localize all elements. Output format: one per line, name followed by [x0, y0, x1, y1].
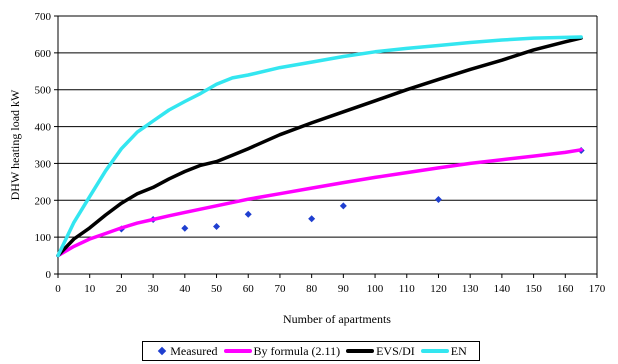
- legend-item-measured: Measured: [155, 343, 218, 359]
- legend-label-formula: By formula (2.11): [253, 343, 341, 358]
- x-tick-label-30: 30: [148, 283, 160, 295]
- legend: Measured By formula (2.11) EVS/DI EN: [142, 341, 480, 361]
- x-tick-label-50: 50: [211, 283, 223, 295]
- legend-marker-measured: [157, 346, 167, 356]
- x-tick-label-60: 60: [243, 283, 255, 295]
- x-tick-label-150: 150: [525, 283, 542, 295]
- data-point-measured-2: [181, 224, 189, 232]
- x-tick-label-40: 40: [179, 283, 191, 295]
- legend-line-evs: [346, 349, 375, 353]
- series-line-3: [56, 35, 583, 258]
- x-axis-title: Number of apartments: [283, 312, 391, 326]
- x-tick-label-0: 0: [55, 283, 61, 295]
- x-tick-label-140: 140: [494, 283, 511, 295]
- x-tick-label-160: 160: [557, 283, 574, 295]
- y-tick-label-500: 500: [35, 85, 52, 97]
- axes: [54, 15, 598, 278]
- x-tick-label-170: 170: [589, 283, 606, 295]
- x-tick-label-130: 130: [462, 283, 479, 295]
- grid-lines: [58, 15, 597, 238]
- legend-item-formula: By formula (2.11): [223, 343, 341, 359]
- x-tick-label-80: 80: [306, 283, 318, 295]
- x-tick-label-70: 70: [274, 283, 286, 295]
- x-tick-label-20: 20: [116, 283, 128, 295]
- x-tick-label-10: 10: [84, 283, 96, 295]
- legend-item-en: EN: [420, 343, 467, 359]
- y-tick-label-300: 300: [35, 158, 52, 170]
- legend-line-formula: [223, 349, 252, 353]
- data-point-measured-3: [213, 222, 221, 230]
- y-tick-label-0: 0: [46, 269, 52, 281]
- legend-label-measured: Measured: [170, 343, 218, 358]
- legend-item-evs: EVS/DI: [346, 344, 415, 359]
- series-line-2: [56, 36, 583, 258]
- series-line-1: [56, 148, 583, 258]
- y-tick-label-400: 400: [35, 122, 52, 134]
- data-point-measured-5: [308, 215, 316, 223]
- data-point-measured-6: [339, 202, 347, 210]
- legend-line-en: [420, 349, 449, 353]
- legend-label-en: EN: [450, 343, 467, 358]
- data-point-measured-4: [244, 210, 252, 218]
- y-tick-label-600: 600: [35, 48, 52, 60]
- legend-label-evs: EVS/DI: [376, 343, 415, 358]
- y-tick-label-200: 200: [35, 195, 52, 207]
- data-point-measured-7: [434, 196, 442, 204]
- y-tick-label-100: 100: [35, 232, 52, 244]
- x-tick-label-110: 110: [399, 283, 416, 295]
- x-tick-label-120: 120: [430, 283, 447, 295]
- series: [56, 35, 585, 258]
- y-tick-label-700: 700: [35, 11, 52, 23]
- tick-labels: 0 100 200 300 400 500 600 700 0 10 20 30 40 50 60 70 80 9…: [35, 11, 606, 295]
- x-tick-label-100: 100: [367, 283, 384, 295]
- x-tick-label-90: 90: [338, 283, 350, 295]
- y-axis-title: DHW heating load kW: [8, 89, 22, 200]
